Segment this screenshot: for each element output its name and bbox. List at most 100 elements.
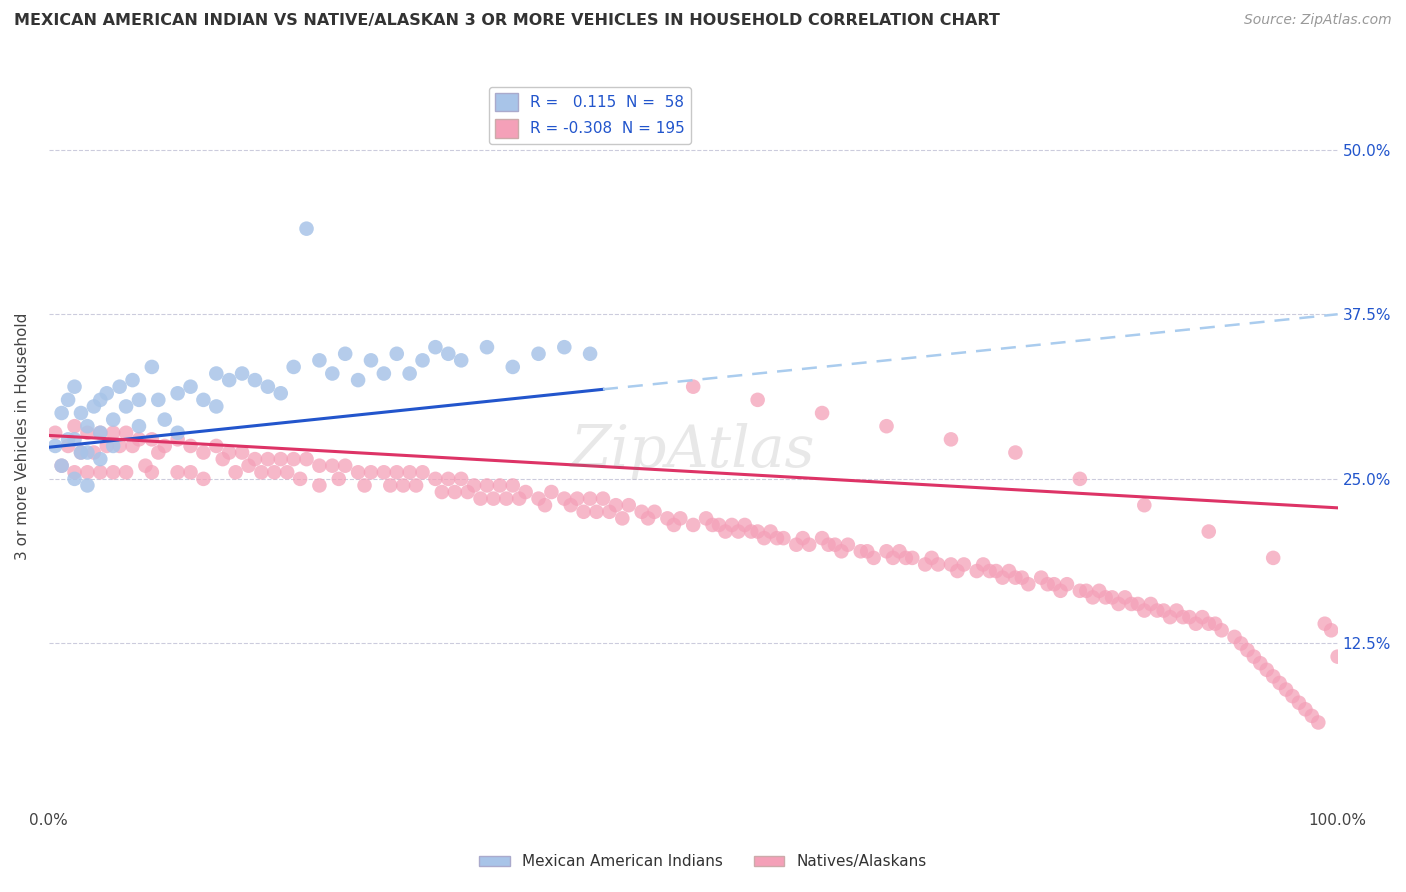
Point — [308, 458, 330, 473]
Point — [211, 452, 233, 467]
Point — [527, 347, 550, 361]
Point — [51, 458, 73, 473]
Point — [288, 472, 311, 486]
Point — [927, 558, 949, 572]
Point — [63, 419, 86, 434]
Point — [193, 392, 215, 407]
Point — [308, 478, 330, 492]
Point — [250, 465, 273, 479]
Point — [1088, 583, 1111, 598]
Point — [695, 511, 717, 525]
Point — [270, 452, 292, 467]
Point — [495, 491, 517, 506]
Point — [56, 439, 79, 453]
Point — [83, 400, 105, 414]
Point — [592, 491, 614, 506]
Point — [882, 550, 904, 565]
Point — [1185, 616, 1208, 631]
Point — [430, 485, 453, 500]
Point — [218, 445, 240, 459]
Point — [412, 465, 434, 479]
Point — [721, 518, 744, 533]
Point — [489, 478, 512, 492]
Point — [998, 564, 1021, 578]
Point — [450, 472, 472, 486]
Point — [63, 465, 86, 479]
Point — [991, 571, 1014, 585]
Point — [148, 445, 170, 459]
Point — [1263, 550, 1285, 565]
Point — [817, 538, 839, 552]
Point — [799, 538, 821, 552]
Point — [141, 433, 163, 447]
Point — [849, 544, 872, 558]
Point — [70, 445, 93, 459]
Point — [792, 531, 814, 545]
Point — [553, 491, 575, 506]
Y-axis label: 3 or more Vehicles in Household: 3 or more Vehicles in Household — [15, 312, 30, 560]
Point — [115, 425, 138, 440]
Point — [225, 465, 247, 479]
Point — [811, 406, 834, 420]
Point — [398, 367, 420, 381]
Point — [283, 452, 305, 467]
Text: ZipAtlas: ZipAtlas — [571, 423, 815, 479]
Point — [353, 478, 375, 492]
Point — [96, 439, 118, 453]
Point — [89, 465, 111, 479]
Point — [876, 544, 898, 558]
Point — [901, 550, 924, 565]
Legend: R =   0.115  N =  58, R = -0.308  N = 195: R = 0.115 N = 58, R = -0.308 N = 195 — [489, 87, 692, 144]
Point — [128, 392, 150, 407]
Point — [772, 531, 794, 545]
Point — [328, 472, 350, 486]
Point — [921, 550, 943, 565]
Point — [759, 524, 782, 539]
Point — [553, 340, 575, 354]
Point — [567, 491, 589, 506]
Point — [103, 465, 125, 479]
Point — [257, 452, 280, 467]
Point — [295, 221, 318, 235]
Point — [180, 465, 202, 479]
Point — [443, 485, 465, 500]
Point — [972, 558, 994, 572]
Point — [128, 433, 150, 447]
Point — [231, 445, 253, 459]
Point — [1133, 603, 1156, 617]
Point — [347, 465, 370, 479]
Point — [373, 367, 395, 381]
Point — [321, 367, 343, 381]
Legend: Mexican American Indians, Natives/Alaskans: Mexican American Indians, Natives/Alaska… — [474, 848, 932, 875]
Point — [1166, 603, 1188, 617]
Point — [63, 472, 86, 486]
Point — [508, 491, 530, 506]
Point — [502, 478, 524, 492]
Point — [56, 433, 79, 447]
Point — [76, 478, 98, 492]
Point — [1249, 657, 1271, 671]
Point — [373, 465, 395, 479]
Point — [1031, 571, 1053, 585]
Point — [56, 392, 79, 407]
Point — [128, 419, 150, 434]
Point — [76, 465, 98, 479]
Point — [1069, 472, 1091, 486]
Point — [70, 445, 93, 459]
Point — [103, 439, 125, 453]
Point — [1036, 577, 1059, 591]
Point — [534, 498, 557, 512]
Point — [1243, 649, 1265, 664]
Point — [360, 353, 382, 368]
Point — [1056, 577, 1078, 591]
Point — [308, 353, 330, 368]
Point — [889, 544, 911, 558]
Point — [470, 491, 492, 506]
Point — [276, 465, 298, 479]
Point — [405, 478, 427, 492]
Point — [1011, 571, 1033, 585]
Point — [702, 518, 724, 533]
Point — [707, 518, 730, 533]
Point — [89, 392, 111, 407]
Point — [617, 498, 640, 512]
